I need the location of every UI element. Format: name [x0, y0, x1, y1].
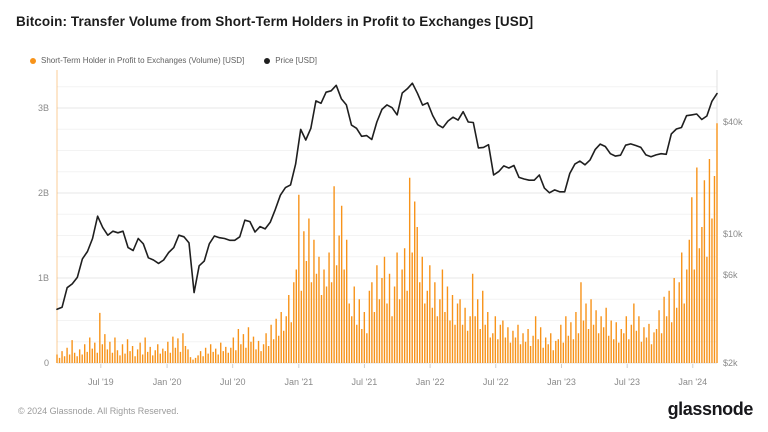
y-right-tick-label: $6k	[723, 269, 738, 280]
x-tick-label: Jan '21	[284, 377, 314, 387]
glassnode-logo: glassnode	[667, 399, 754, 419]
chart-legend: Short-Term Holder in Profit to Exchanges…	[30, 56, 317, 65]
price-series-dot-icon	[264, 57, 271, 64]
y-left-tick-label: 3B	[37, 103, 49, 113]
price-line-series	[56, 82, 718, 311]
x-tick-label: Jul '22	[482, 377, 509, 387]
x-tick-label: Jul '21	[351, 377, 378, 387]
y-right-tick-label: $10k	[723, 228, 743, 239]
x-tick-label: Jul '20	[219, 377, 246, 387]
x-tick-label: Jan '23	[547, 377, 576, 387]
x-tick-label: Jan '20	[152, 377, 182, 387]
legend-label-volume: Short-Term Holder in Profit to Exchanges…	[41, 56, 245, 65]
y-right-tick-label: $2k	[723, 358, 738, 368]
legend-item-price[interactable]: Price [USD]	[264, 56, 317, 65]
volume-series-dot-icon	[30, 57, 36, 64]
y-left-tick-label: 1B	[37, 273, 49, 283]
y-left-tick-label: 2B	[37, 188, 49, 198]
x-tick-label: Jan '24	[678, 377, 708, 387]
x-tick-label: Jul '19	[87, 377, 114, 387]
legend-item-volume[interactable]: Short-Term Holder in Profit to Exchanges…	[30, 56, 244, 65]
x-tick-label: Jul '23	[614, 377, 641, 387]
copyright-text: © 2024 Glassnode. All Rights Reserved.	[18, 406, 179, 416]
y-right-tick-label: $40k	[723, 117, 743, 128]
chart-plot-area[interactable]	[0, 0, 768, 398]
y-left-tick-label: 0	[43, 358, 49, 368]
volume-bars-series	[56, 123, 718, 363]
x-tick-label: Jan '22	[415, 377, 445, 387]
legend-label-price: Price [USD]	[275, 56, 317, 65]
page-title: Bitcoin: Transfer Volume from Short-Term…	[16, 14, 534, 29]
